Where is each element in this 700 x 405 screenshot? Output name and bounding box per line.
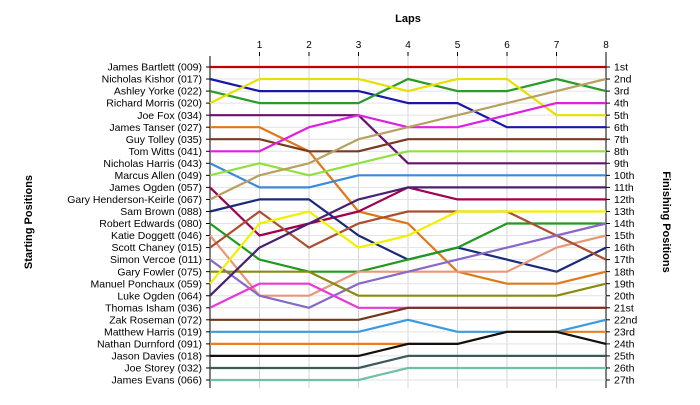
start-label: Luke Ogden (064) <box>117 290 202 302</box>
x-tick-label: 1 <box>257 40 263 51</box>
series-line <box>210 330 607 357</box>
x-tick-label: 4 <box>405 40 411 51</box>
series-line <box>209 186 606 297</box>
start-label: Guy Tolley (035) <box>126 134 202 146</box>
left-axis-title: Starting Positions <box>23 175 35 269</box>
finish-label: 8th <box>614 146 629 158</box>
x-tick-label: 3 <box>356 40 362 51</box>
finish-label: 6th <box>614 122 629 134</box>
finish-labels: 1st2nd3rd4th5th6th7th8th9th10th11th12th1… <box>614 62 638 387</box>
finish-label: 14th <box>614 218 635 230</box>
series-line <box>210 270 607 297</box>
finish-label: 2nd <box>614 74 632 86</box>
finish-label: 21st <box>614 302 634 314</box>
finish-label: 12th <box>614 194 635 206</box>
start-label: Gary Fowler (075) <box>117 266 202 278</box>
series-line <box>209 222 606 273</box>
start-label: James Ogden (057) <box>109 182 202 194</box>
series-line <box>209 210 607 261</box>
finish-label: 27th <box>614 375 635 387</box>
finish-label: 9th <box>614 158 629 170</box>
start-label: Zak Roseman (072) <box>109 314 202 326</box>
start-label: Simon Vercoe (011) <box>110 254 202 266</box>
right-axis-title: Finishing Positions <box>660 171 672 272</box>
start-label: James Evans (066) <box>112 375 202 387</box>
x-tick-label: 8 <box>603 40 609 51</box>
start-label: Nicholas Harris (043) <box>103 158 202 170</box>
start-label: Scott Chaney (015) <box>112 242 202 254</box>
start-label: Robert Edwards (080) <box>99 218 202 230</box>
finish-label: 26th <box>614 363 635 375</box>
finish-label: 22nd <box>614 314 638 326</box>
series-line <box>210 114 606 165</box>
finish-label: 13th <box>614 206 635 218</box>
finish-label: 11th <box>614 182 634 194</box>
finish-label: 4th <box>614 98 629 110</box>
finish-label: 20th <box>614 290 635 302</box>
series-line <box>209 77 606 129</box>
x-tick-label: 5 <box>455 40 461 51</box>
series-line <box>209 162 606 189</box>
series-line <box>210 306 606 321</box>
start-label: James Bartlett (009) <box>107 62 202 74</box>
start-label: Manuel Ponchaux (059) <box>91 278 203 290</box>
x-tick-label: 7 <box>554 40 560 51</box>
start-label: Gary Henderson-Keirle (067) <box>67 194 202 206</box>
start-label: Nathan Durnford (091) <box>97 338 202 350</box>
start-label: Tom Witts (041) <box>128 146 202 158</box>
finish-label: 10th <box>614 170 635 182</box>
series-lines <box>209 65 607 382</box>
start-label: Matthew Harris (019) <box>104 326 202 338</box>
x-tick-labels: 1 2 3 4 5 6 7 8 <box>257 40 609 56</box>
finish-label: 3rd <box>614 86 629 98</box>
start-label: Marcus Allen (049) <box>114 170 202 182</box>
finish-label: 16th <box>614 242 635 254</box>
series-line <box>209 150 606 177</box>
start-label: Thomas Isham (036) <box>105 302 202 314</box>
start-label: Richard Morris (020) <box>106 98 202 110</box>
finish-label: 24th <box>614 338 635 350</box>
start-label: Katie Doggett (046) <box>111 230 202 242</box>
finish-label: 7th <box>614 134 629 146</box>
series-line <box>209 77 607 105</box>
series-line <box>209 210 606 285</box>
series-line <box>209 77 607 201</box>
start-label: James Tanser (027) <box>109 122 202 134</box>
start-label: Joe Fox (034) <box>137 110 202 122</box>
start-label: Ashley Yorke (022) <box>114 86 202 98</box>
series-line <box>209 222 607 309</box>
series-line <box>210 366 606 382</box>
finish-label: 15th <box>614 230 635 242</box>
series-line <box>210 126 607 285</box>
x-axis-title: Laps <box>395 13 421 25</box>
series-line <box>209 77 606 117</box>
start-label: Jason Davies (018) <box>112 351 202 363</box>
finish-label: 23rd <box>614 326 635 338</box>
finish-label: 18th <box>614 266 635 278</box>
finish-label: 1st <box>614 62 628 74</box>
x-tick-label: 6 <box>504 40 510 51</box>
finish-label: 17th <box>614 254 635 266</box>
series-line <box>210 354 606 370</box>
start-labels: James Bartlett (009)Nicholas Kishor (017… <box>67 62 202 387</box>
start-label: Joe Storey (032) <box>124 363 202 375</box>
start-label: Sam Brown (088) <box>120 206 202 218</box>
finish-label: 19th <box>614 278 635 290</box>
x-tick-label: 2 <box>306 40 312 51</box>
finish-label: 5th <box>614 110 629 122</box>
start-label: Nicholas Kishor (017) <box>102 74 202 86</box>
finish-label: 25th <box>614 351 635 363</box>
